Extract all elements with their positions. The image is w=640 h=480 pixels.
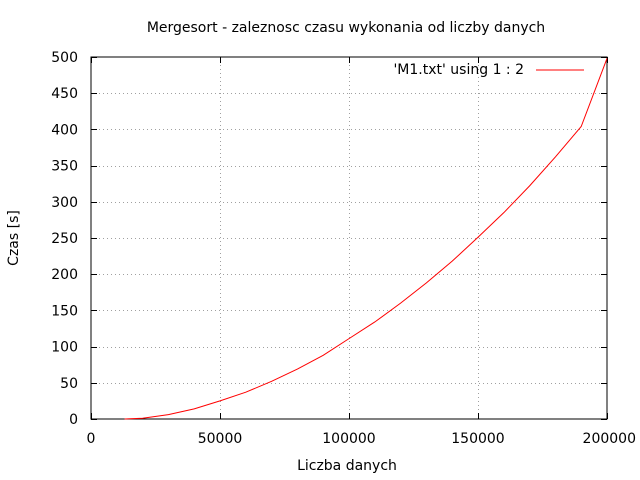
- y-tick-label: 150: [51, 303, 78, 319]
- y-tick-label: 450: [51, 86, 78, 102]
- series-layer: [124, 58, 608, 420]
- legend-label: 'M1.txt' using 1 : 2: [393, 62, 524, 78]
- chart-title: Mergesort - zaleznosc czasu wykonania od…: [147, 20, 545, 36]
- grid: [91, 57, 607, 419]
- y-tick-label: 250: [51, 231, 78, 247]
- y-axis-title: Czas [s]: [6, 210, 22, 266]
- x-tick-label: 200000: [583, 431, 636, 447]
- y-tick-label: 200: [51, 267, 78, 283]
- x-tick-labels: 0 50000 100000 150000 200000: [87, 431, 636, 447]
- x-tick-label: 150000: [451, 431, 504, 447]
- series-line: [124, 58, 608, 420]
- x-tick-label: 100000: [322, 431, 375, 447]
- y-tick-labels: 0 50 100 150 200 250 300 350 400 450 500: [51, 50, 78, 428]
- y-tick-label: 350: [51, 159, 78, 175]
- y-tick-label: 0: [69, 412, 78, 428]
- x-tick-label: 50000: [198, 431, 243, 447]
- x-axis-title: Liczba danych: [297, 458, 397, 474]
- y-tick-label: 400: [51, 122, 78, 138]
- y-tick-label: 100: [51, 340, 78, 356]
- y-tick-label: 50: [60, 376, 78, 392]
- legend: 'M1.txt' using 1 : 2: [393, 62, 584, 78]
- y-tick-label: 500: [51, 50, 78, 66]
- x-tick-label: 0: [87, 431, 96, 447]
- y-tick-label: 300: [51, 195, 78, 211]
- tick-marks: [91, 57, 608, 420]
